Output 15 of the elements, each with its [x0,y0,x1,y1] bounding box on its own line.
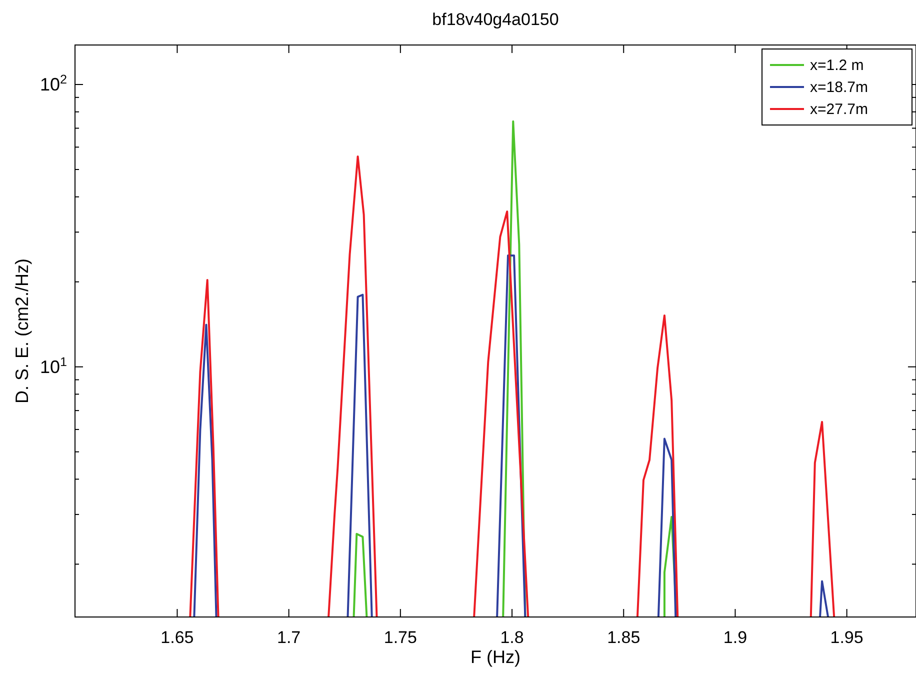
legend-label: x=27.7m [810,101,868,118]
y-axis-title: D. S. E. (cm2./Hz) [12,258,32,404]
y-tick-label: 10$^{2}$ [40,72,67,94]
x-tick-label: 1.7 [277,628,301,647]
x-tick-label: 1.9 [723,628,748,647]
x-tick-label: 1.85 [607,628,640,647]
x-axis-title: F (Hz) [470,647,520,667]
x-tick-label: 1.95 [830,628,864,647]
legend-label: x=1.2 m [810,57,864,74]
x-tick-label: 1.75 [384,628,417,647]
x-tick-label: 1.8 [500,628,524,647]
y-tick-label: 10$^{1}$ [40,354,67,377]
x-tick-label: 1.65 [160,628,194,647]
legend-label: x=18.7m [810,79,868,96]
chart-title: bf18v40g4a0150 [432,10,559,29]
